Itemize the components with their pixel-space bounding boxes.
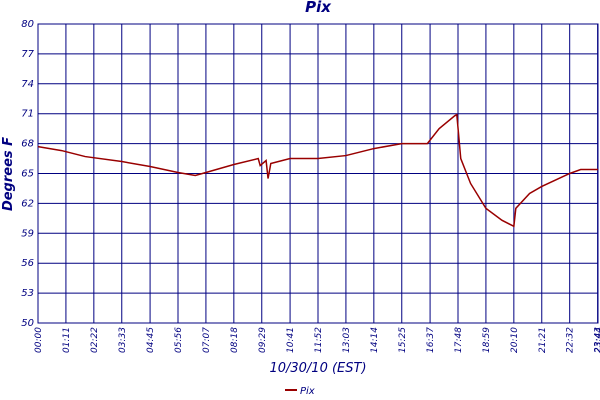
x-tick-label: 04:45 bbox=[146, 327, 156, 353]
y-tick-label: 65 bbox=[21, 169, 34, 180]
x-tick-label: 11:52 bbox=[314, 327, 324, 353]
x-tick-label: 07:07 bbox=[202, 327, 212, 353]
y-tick-label: 80 bbox=[21, 19, 34, 30]
x-tick-label: 03:33 bbox=[118, 327, 128, 353]
y-tick-label: 77 bbox=[21, 49, 34, 60]
x-tick-label: 17:48 bbox=[454, 327, 464, 353]
y-axis-label: Degrees F bbox=[1, 137, 16, 211]
x-tick-label: 05:56 bbox=[174, 327, 184, 353]
plot-border bbox=[37, 23, 599, 324]
x-tick-label: 15:25 bbox=[398, 327, 408, 353]
x-axis-label: 10/30/10 (EST) bbox=[269, 361, 366, 376]
y-tick-label: 59 bbox=[21, 228, 34, 239]
chart-title: Pix bbox=[305, 0, 332, 16]
y-tick-label: 71 bbox=[21, 109, 34, 120]
x-tick-label: 23:43 bbox=[594, 327, 600, 353]
x-tick-label: 14:14 bbox=[370, 327, 380, 353]
data-line bbox=[37, 113, 598, 228]
x-tick-label: 20:10 bbox=[510, 327, 520, 353]
x-tick-label: 23:44 bbox=[594, 327, 600, 353]
y-tick-label: 62 bbox=[21, 198, 34, 209]
y-tick-label: 53 bbox=[21, 288, 34, 299]
y-tick-label: 74 bbox=[21, 79, 34, 90]
x-tick-label: 09:29 bbox=[258, 327, 268, 353]
x-tick-label: 02:22 bbox=[90, 327, 100, 353]
y-tick-label: 56 bbox=[21, 258, 34, 269]
x-tick-label: 13:03 bbox=[342, 327, 352, 353]
x-tick-label: 01:11 bbox=[62, 327, 72, 353]
x-tick-label: 00:00 bbox=[34, 327, 44, 353]
x-tick-label: 18:59 bbox=[482, 327, 492, 353]
x-tick-label: 10:41 bbox=[286, 327, 296, 353]
x-tick-label: 08:18 bbox=[230, 327, 240, 353]
legend-label: Pix bbox=[300, 386, 315, 397]
y-tick-label: 50 bbox=[21, 318, 34, 329]
y-tick-label: 68 bbox=[21, 139, 34, 150]
x-tick-label: 16:37 bbox=[426, 327, 436, 353]
x-tick-label: 22:32 bbox=[566, 327, 576, 353]
x-tick-label: 21:21 bbox=[538, 327, 548, 353]
